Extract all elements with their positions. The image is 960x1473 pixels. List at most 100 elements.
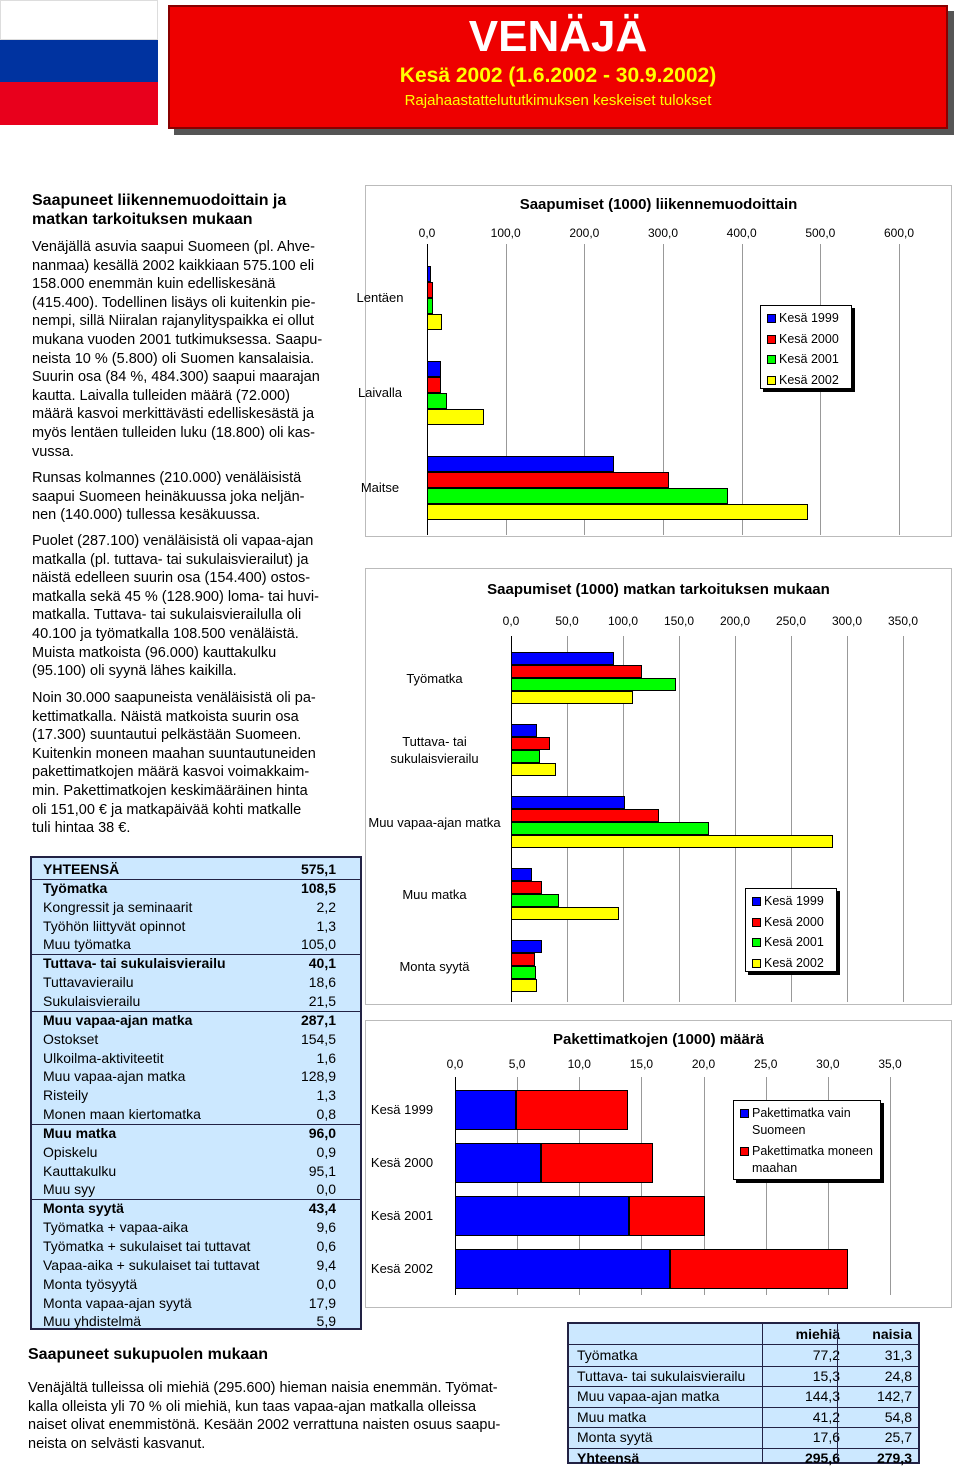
row-value: 40,1: [308, 955, 336, 972]
category-label: Kesä 2000: [370, 1155, 434, 1170]
row-divider: [32, 954, 360, 956]
bar: [511, 979, 537, 992]
cell: 15,3: [812, 1367, 840, 1384]
row-value: 18,6: [308, 974, 336, 991]
bar: [427, 503, 808, 520]
row-label: Sukulaisvierailu: [43, 992, 141, 1009]
chart-panel: [365, 568, 952, 1005]
text-line: Kuitenkin moneen maahan suuntautuneiden: [32, 745, 316, 762]
bar: [511, 691, 633, 704]
bar: [427, 455, 615, 472]
bar: [427, 360, 442, 377]
text-line: näistä edelleen suurin osa (154.400) ost…: [32, 570, 311, 587]
grid-line: [584, 244, 586, 535]
text-line: matkalla. Tuttava- tai sukulaisvierailul…: [32, 607, 302, 624]
bar-segment: [455, 1089, 516, 1130]
x-tick-label: 300,0: [647, 226, 679, 240]
x-tick-label: 100,0: [607, 614, 639, 628]
text-line: neista 10 % (5.800) oli Suomen kansalais…: [32, 350, 315, 367]
row-value: 1,3: [316, 917, 336, 934]
text-line: nanmaa) kesällä 2002 kaikkiaan 575.100 e…: [32, 257, 315, 274]
bar: [511, 822, 710, 835]
category-label: Työmatka: [406, 670, 463, 686]
gender-table: miehiä naisia Työmatka 77,2 31,3 Tuttava- tai…: [567, 1322, 920, 1466]
row-label: Muu vapaa-ajan matka: [577, 1388, 720, 1405]
cell: 31,3: [884, 1347, 912, 1363]
text-line: Noin 30.000 saapuneista venäläisistä oli…: [32, 690, 316, 706]
text-line: 158.000 enemmän kuin edelliskesänä: [32, 276, 276, 293]
grid-line: [741, 244, 743, 535]
text-line: (95.100) oli syynä lähes kaikilla.: [32, 663, 237, 680]
x-tick-label: 100,0: [490, 226, 521, 240]
legend-label: Pakettimatka vain Suomeen: [752, 1106, 851, 1137]
legend-label: Kesä 2002: [779, 372, 839, 387]
column-divider: [837, 1324, 838, 1462]
text-line: neista on selvästi kasvanut.: [28, 1435, 206, 1452]
x-tick-label: 30,0: [816, 1057, 840, 1071]
x-tick-label: 5,0: [508, 1057, 526, 1071]
bar-segment: [629, 1195, 705, 1236]
legend-label: Kesä 1999: [779, 311, 839, 325]
grid-line: [703, 1077, 705, 1295]
bar: [427, 281, 433, 298]
bar: [427, 487, 728, 504]
row-label: Ostokset: [43, 1030, 99, 1047]
cell: 25,7: [884, 1429, 912, 1446]
row-label: Monen maan kiertomatka: [43, 1106, 201, 1123]
row-value: 9,4: [316, 1256, 336, 1273]
row-label: YHTEENSÄ: [43, 861, 120, 877]
row-value: 575,1: [300, 861, 336, 877]
row-label: Opiskelu: [43, 1143, 98, 1160]
title: VENÄJÄ: [468, 12, 648, 61]
x-tick-label: 0,0: [502, 614, 520, 628]
row-value: 0,6: [316, 1238, 336, 1254]
category-label: Kesä 1999: [370, 1102, 434, 1117]
bar-segment: [515, 1089, 628, 1130]
category-label: Muu matka: [402, 886, 467, 902]
bar: [511, 652, 615, 665]
text-line: matkalla (pl. tuttava- tai sukulaisviera…: [32, 551, 309, 568]
row-label: Tuttava- tai sukulaisvierailu: [43, 955, 226, 972]
row-label: Kauttakulku: [43, 1162, 117, 1179]
row-divider: [569, 1386, 918, 1388]
row-divider: [32, 1199, 360, 1201]
row-value: 0,0: [316, 1181, 336, 1198]
legend-label: Pakettimatka moneen maahan: [752, 1143, 873, 1175]
cell: 144,3: [804, 1388, 840, 1405]
grid-line: [517, 1077, 519, 1295]
bar-segment: [670, 1248, 848, 1289]
legend-label: Kesä 2000: [764, 914, 824, 929]
bar: [427, 313, 442, 330]
row-value: 43,4: [308, 1200, 336, 1217]
category-label: Lentäen: [356, 290, 404, 305]
text-line: kalla olleista yli 70 % oli miehiä, kun …: [28, 1398, 477, 1415]
bar: [427, 265, 431, 282]
legend-swatch: [767, 314, 776, 323]
row-divider: [32, 1010, 360, 1012]
text-line: 40.100 ja työmatkalla 108.500 venäläistä…: [32, 625, 299, 642]
legend-label: Kesä 2002: [764, 955, 824, 970]
paragraph: Runsas kolmannes (210.000) venäläisistä s…: [32, 469, 304, 525]
column-divider: [762, 1324, 763, 1462]
chart-title: Saapumiset (1000) matkan tarkoituksen mu…: [487, 581, 830, 598]
bar: [427, 408, 484, 425]
text-line: oli 151,00 € ja matkapäivää kohti matkal…: [32, 801, 302, 818]
legend-label: Kesä 1999: [764, 894, 824, 908]
summary-table: YHTEENSÄ 575,1 Työmatka 108,5 Kongressit ja …: [30, 856, 362, 1330]
legend-swatch: [740, 1146, 749, 1156]
x-tick-label: 400,0: [726, 226, 757, 240]
bar: [511, 750, 541, 763]
text-line: Puolet (287.100) venäläisistä oli vapaa-…: [32, 533, 314, 549]
text-line: Venäjältä tulleissa oli miehiä (295.600)…: [28, 1380, 498, 1396]
row-label: Työhön liittyvät opinnot: [43, 917, 186, 934]
grid-line: [663, 244, 664, 535]
row-value: 0,8: [316, 1106, 336, 1123]
bar: [511, 678, 676, 691]
paragraph: Puolet (287.100) venäläisistä oli vapaa-…: [32, 532, 319, 681]
cell: 77,2: [812, 1347, 840, 1363]
row-label: Työmatka: [43, 879, 108, 896]
flag-red: [0, 82, 158, 125]
text-line: kautta. Laivalla tulleiden määrä (72.000…: [32, 387, 290, 404]
bar: [511, 763, 556, 776]
